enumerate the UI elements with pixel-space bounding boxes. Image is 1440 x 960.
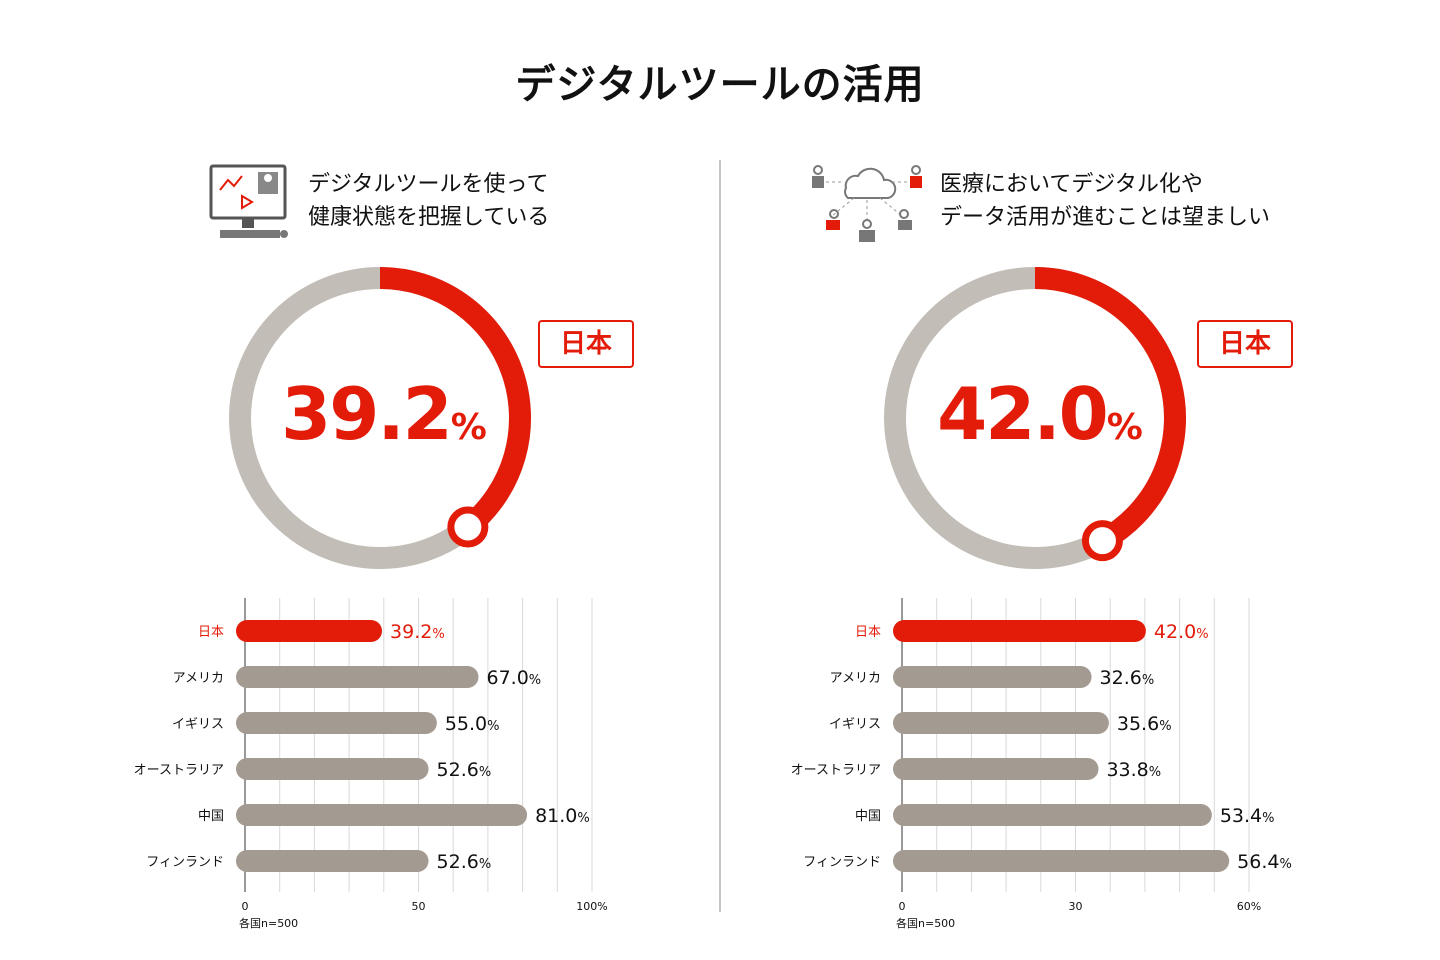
donut-arc-japan	[379, 267, 531, 536]
bar-value-unit: %	[577, 811, 589, 826]
bar-category-label: 日本	[198, 625, 224, 640]
bar-2	[893, 712, 1109, 734]
bar-category-label: アメリカ	[173, 671, 224, 686]
page-title: デジタルツールの活用	[515, 62, 925, 108]
bar-value-unit: %	[1279, 857, 1291, 872]
bar-3	[893, 758, 1099, 780]
donut-end-marker	[447, 506, 489, 548]
bar-0	[893, 620, 1146, 642]
x-tick-label: 100%	[576, 900, 607, 913]
bar-value-unit: %	[1149, 765, 1161, 780]
japan-big-value: 42.0%	[890, 372, 1190, 456]
big-value-number: 42.0	[937, 372, 1109, 456]
donut-arc-japan	[1034, 267, 1186, 551]
bar-category-label: 中国	[198, 809, 224, 824]
bar-value-unit: %	[1142, 673, 1154, 688]
bar-category-label: 中国	[855, 809, 881, 824]
bar-value-unit: %	[529, 673, 541, 688]
bar-value-label: 56.4%	[1237, 851, 1292, 873]
bar-value-label: 81.0%	[535, 805, 590, 827]
bar-category-label: オーストラリア	[134, 763, 224, 778]
bar-category-label: 日本	[855, 625, 881, 640]
bar-value-label: 52.6%	[437, 851, 492, 873]
x-tick-label: 0	[899, 900, 906, 913]
x-tick-label: 50	[412, 900, 426, 913]
x-tick-label: 0	[242, 900, 249, 913]
bar-5	[236, 850, 429, 872]
bar-value-unit: %	[479, 765, 491, 780]
bar-category-label: イギリス	[172, 717, 224, 732]
bar-value-unit: %	[1159, 719, 1171, 734]
heading-line-1: 医療においてデジタル化や	[940, 172, 1203, 197]
bar-value-label: 35.6%	[1117, 713, 1172, 735]
bar-value-label: 33.8%	[1106, 759, 1161, 781]
bar-category-label: イギリス	[829, 717, 881, 732]
big-value-number: 39.2	[281, 372, 453, 456]
bar-value-unit: %	[487, 719, 499, 734]
big-value-unit: %	[1106, 407, 1143, 448]
computer-health-dashboard-icon	[209, 164, 288, 238]
bar-category-label: アメリカ	[830, 671, 881, 686]
bar-value-label: 52.6%	[437, 759, 492, 781]
bar-value-label: 32.6%	[1100, 667, 1155, 689]
bar-value-label: 39.2%	[390, 621, 445, 643]
bar-value-unit: %	[479, 857, 491, 872]
sample-size-note: 各国n=500	[896, 916, 955, 930]
big-value-unit: %	[450, 407, 487, 448]
bar-3	[236, 758, 429, 780]
heading-line-2: 健康状態を把握している	[308, 205, 550, 230]
bar-0	[236, 620, 383, 642]
x-tick-label: 60%	[1237, 900, 1261, 913]
panel-health-tracking: デジタルツールを使って 健康状態を把握している 0 50 100% 各国n=500 日本…	[134, 164, 634, 930]
bar-5	[893, 850, 1230, 872]
panel-digitalization-desirable: 医療においてデジタル化や データ活用が進むことは望ましい 0 30 60% 各国n=5…	[720, 0, 1440, 960]
cloud-network-people-icon	[812, 165, 922, 242]
bar-category-label: フィンランド	[803, 855, 881, 870]
bar-4	[236, 804, 528, 826]
panel-divider	[719, 160, 721, 912]
bar-2	[236, 712, 437, 734]
chart-health-tracking: 0 50 100% 各国n=500 日本 39.2% アメリカ 67.0% イギリス 55.0% オ…	[134, 267, 608, 930]
bar-value-label: 42.0%	[1154, 621, 1209, 643]
japan-big-value: 39.2%	[234, 372, 534, 456]
bar-value-label: 67.0%	[486, 667, 541, 689]
bar-value-label: 53.4%	[1220, 805, 1275, 827]
bar-1	[893, 666, 1092, 688]
japan-badge: 日本	[1197, 320, 1293, 368]
bar-value-unit: %	[432, 627, 444, 642]
bar-value-unit: %	[1196, 627, 1208, 642]
heading-line-1: デジタルツールを使って	[308, 172, 549, 197]
bar-category-label: オーストラリア	[791, 763, 881, 778]
bar-4	[893, 804, 1212, 826]
bar-value-label: 55.0%	[445, 713, 500, 735]
bar-value-unit: %	[1262, 811, 1274, 826]
heading-line-2: データ活用が進むことは望ましい	[940, 205, 1271, 230]
bar-category-label: フィンランド	[146, 855, 224, 870]
sample-size-note: 各国n=500	[239, 916, 298, 930]
japan-badge: 日本	[538, 320, 634, 368]
bar-1	[236, 666, 479, 688]
x-tick-label: 30	[1069, 900, 1083, 913]
donut-end-marker	[1081, 520, 1123, 562]
